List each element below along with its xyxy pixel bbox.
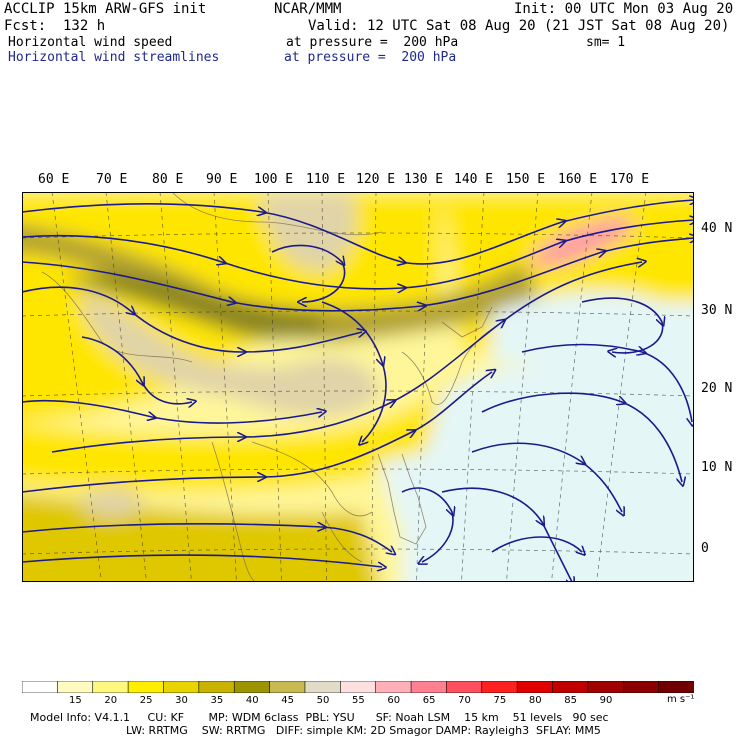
- lon-label: 100 E: [254, 172, 294, 187]
- lon-label: 70 E: [96, 172, 128, 187]
- lon-label: 140 E: [454, 172, 494, 187]
- valid-time: Valid: 12 UTC Sat 08 Aug 20 (21 JST Sat …: [308, 18, 730, 34]
- colorbar-tick-label: 55: [352, 695, 365, 706]
- colorbar-swatch: [304, 681, 342, 693]
- model-info-line2: LW: RRTMG SW: RRTMG DIFF: simple KM: 2D …: [126, 724, 601, 737]
- colorbar-swatch: [22, 681, 59, 693]
- colorbar-swatch: [410, 681, 448, 693]
- colorbar-tick-label: 75: [493, 695, 507, 706]
- colorbar-tick-label: 30: [175, 695, 188, 706]
- org-label: NCAR/MMM: [274, 1, 342, 17]
- colorbar-swatch: [233, 681, 271, 693]
- colorbar-swatch: [57, 681, 94, 693]
- colorbar-swatch: [340, 681, 377, 693]
- colorbar-tick-label: 35: [210, 695, 224, 706]
- colorbar-swatch: [587, 681, 625, 693]
- colorbar-swatch: [375, 681, 412, 693]
- colorbar-swatch: [127, 681, 165, 693]
- colorbar-swatch: [92, 681, 129, 693]
- colorbar-swatch: [516, 681, 554, 693]
- lon-label: 90 E: [206, 172, 238, 187]
- colorbar-swatch: [269, 681, 306, 693]
- colorbar-tick-label: 50: [316, 695, 330, 706]
- lon-label: 60 E: [38, 172, 70, 187]
- lon-label: 160 E: [558, 172, 598, 187]
- colorbar-tick-label: 90: [599, 695, 613, 706]
- colorbar-swatch: [446, 681, 483, 693]
- colorbar-tick-label: 45: [281, 695, 294, 706]
- wind-map: [22, 192, 694, 582]
- wind-speed-shading: [22, 192, 694, 582]
- lat-label: 40 N: [701, 221, 733, 236]
- field2-name: Horizontal wind streamlines: [8, 50, 220, 65]
- colorbar-tick-label: 15: [69, 695, 82, 706]
- colorbar-swatch: [622, 681, 660, 693]
- colorbar-tick-label: 25: [139, 695, 153, 706]
- colorbar-tick-label: 40: [245, 695, 259, 706]
- colorbar-tick-label: 60: [387, 695, 401, 706]
- colorbar: [22, 681, 694, 693]
- colorbar-tick-label: 80: [528, 695, 542, 706]
- forecast-hour: Fcst: 132 h: [4, 18, 106, 34]
- colorbar-tick-label: 70: [458, 695, 471, 706]
- field1-level: at pressure = 200 hPa: [286, 35, 459, 50]
- lat-label: 0: [701, 541, 709, 556]
- colorbar-tick-label: 85: [564, 695, 577, 706]
- colorbar-swatch: [163, 681, 200, 693]
- colorbar-tick-label: 65: [422, 695, 436, 706]
- colorbar-swatch: [552, 681, 589, 693]
- lon-label: 170 E: [610, 172, 650, 187]
- field2-level: at pressure = 200 hPa: [284, 50, 457, 65]
- lon-label: 120 E: [356, 172, 396, 187]
- model-info-line1: Model Info: V4.1.1 CU: KF MP: WDM 6class…: [30, 711, 609, 724]
- streamlines: [22, 200, 694, 582]
- colorbar-unit: m s⁻¹: [667, 694, 695, 705]
- colorbar-swatch: [481, 681, 518, 693]
- colorbar-swatch: [198, 681, 236, 693]
- lon-label: 130 E: [404, 172, 444, 187]
- lon-label: 150 E: [506, 172, 546, 187]
- colorbar-tick-label: 20: [104, 695, 118, 706]
- lat-label: 30 N: [701, 303, 733, 318]
- lon-label: 110 E: [306, 172, 346, 187]
- lat-label: 20 N: [701, 381, 733, 396]
- lat-label: 10 N: [701, 460, 733, 475]
- init-time: Init: 00 UTC Mon 03 Aug 20: [514, 1, 734, 17]
- map-frame: [22, 192, 694, 582]
- field1-name: Horizontal wind speed: [8, 35, 173, 50]
- smoothing-label: sm= 1: [586, 35, 626, 50]
- model-title: ACCLIP 15km ARW-GFS init: [4, 1, 207, 17]
- colorbar-swatch: [658, 681, 694, 693]
- lon-label: 80 E: [152, 172, 184, 187]
